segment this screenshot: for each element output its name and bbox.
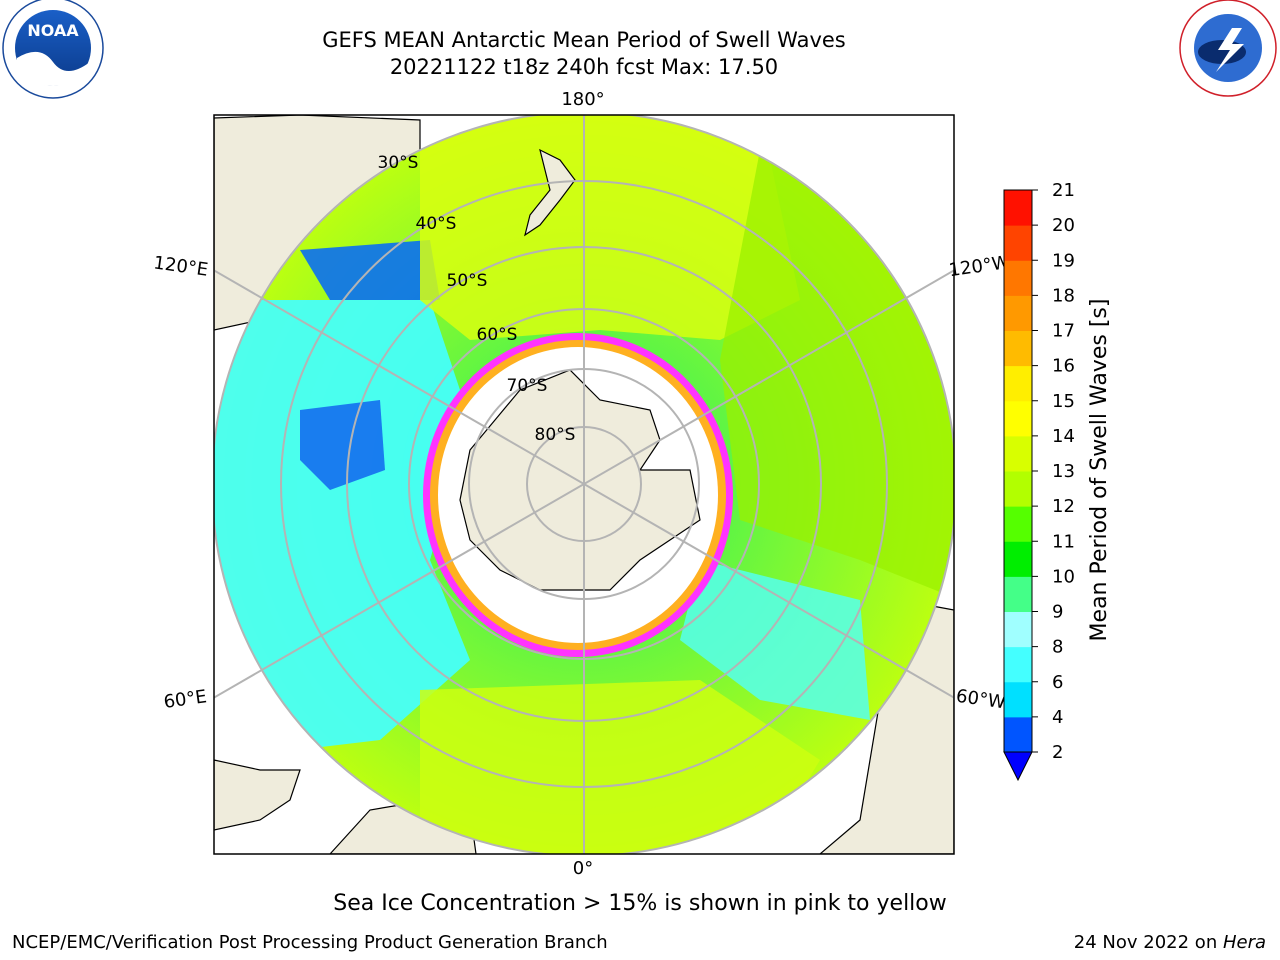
colorbar-segment <box>1004 190 1032 226</box>
colorbar-segment <box>1004 681 1032 718</box>
colorbar-tick-label: 13 <box>1052 461 1075 482</box>
meridian-label-0: 0° <box>573 858 593 879</box>
colorbar-segment <box>1004 260 1032 296</box>
lat-label-60s: 60°S <box>477 325 518 345</box>
graticule <box>214 115 954 854</box>
meridian-label-120w: 120°W <box>947 252 1011 281</box>
colorbar-tick-label: 18 <box>1052 285 1075 306</box>
polar-map: 180° 0° 120°E 60°E 120°W 60°W 30°S 40°S … <box>152 89 1011 879</box>
sea-ice-caption: Sea Ice Concentration > 15% is shown in … <box>333 891 947 916</box>
colorbar-tick-label: 12 <box>1052 496 1075 517</box>
swell-region-indian <box>214 300 470 760</box>
colorbar-tick-label: 21 <box>1052 180 1075 201</box>
swell-region-pacific <box>420 115 800 340</box>
noaa-logo-text: NOAA <box>27 21 79 40</box>
colorbar-segment <box>1004 471 1032 507</box>
colorbar-tick-label: 10 <box>1052 566 1075 587</box>
colorbar-segment <box>1004 295 1032 331</box>
colorbar-segment <box>1004 365 1032 402</box>
colorbar-tick-label: 11 <box>1052 531 1075 552</box>
colorbar-tick-label: 4 <box>1052 707 1063 728</box>
colorbar-tick-label: 15 <box>1052 391 1075 412</box>
colorbar-extend-min <box>1003 751 1033 782</box>
colorbar-segment <box>1004 541 1032 577</box>
land-new-zealand <box>524 148 576 237</box>
colorbar-segment <box>1004 400 1032 437</box>
colorbar-segment <box>1004 576 1032 612</box>
lat-label-70s: 70°S <box>507 376 548 396</box>
lat-label-40s: 40°S <box>416 214 457 234</box>
footer-date-text: 24 Nov 2022 on <box>1073 932 1223 953</box>
meridian-label-120e: 120°E <box>152 252 209 280</box>
colorbar-tick-label: 2 <box>1052 742 1063 763</box>
footer-date: 24 Nov 2022 on Hera <box>1074 932 1266 953</box>
colorbar-segment <box>1004 435 1032 472</box>
colorbar-tick-label: 17 <box>1052 321 1075 342</box>
colorbar-tick-label: 6 <box>1052 672 1063 693</box>
colorbar-tick-label: 14 <box>1052 426 1075 447</box>
colorbar-tick-label: 20 <box>1052 215 1075 236</box>
colorbar-tick-label: 9 <box>1052 602 1063 623</box>
lat-label-50s: 50°S <box>447 271 488 291</box>
map-frame <box>213 114 955 855</box>
footer-credit: NCEP/EMC/Verification Post Processing Pr… <box>12 932 608 953</box>
colorbar-segment <box>1004 225 1032 261</box>
meridian-label-180: 180° <box>561 89 604 110</box>
colorbar-segment <box>1004 716 1032 753</box>
colorbar-tick-label: 8 <box>1052 637 1063 658</box>
land-africa <box>214 759 301 831</box>
swell-region-deep <box>300 400 385 490</box>
colorbar-label: Mean Period of Swell Waves [s] <box>1087 299 1112 642</box>
nws-logo <box>1179 0 1277 97</box>
lat-label-30s: 30°S <box>378 153 419 173</box>
footer-host: Hera <box>1222 932 1266 953</box>
meridian-label-60w: 60°W <box>955 686 1007 714</box>
colorbar-segment <box>1004 646 1032 683</box>
colorbar-tick-label: 19 <box>1052 250 1075 271</box>
swell-region-drake <box>680 560 870 720</box>
swell-region-atlantic <box>420 680 820 854</box>
lat-label-80s: 80°S <box>535 425 576 445</box>
colorbar: 2 4 6 8 9 10 11 12 13 14 15 16 17 18 19 20 21 <box>1003 180 1075 782</box>
colorbar-segment <box>1004 506 1032 542</box>
noaa-logo: NOAA <box>2 0 104 99</box>
colorbar-tick-label: 16 <box>1052 356 1075 377</box>
chart-subtitle: 20221122 t18z 240h fcst Max: 17.50 <box>389 55 779 79</box>
meridian-label-60e: 60°E <box>162 686 208 713</box>
colorbar-segment <box>1004 330 1032 367</box>
chart-title: GEFS MEAN Antarctic Mean Period of Swell… <box>322 28 846 52</box>
colorbar-segment <box>1004 611 1032 648</box>
